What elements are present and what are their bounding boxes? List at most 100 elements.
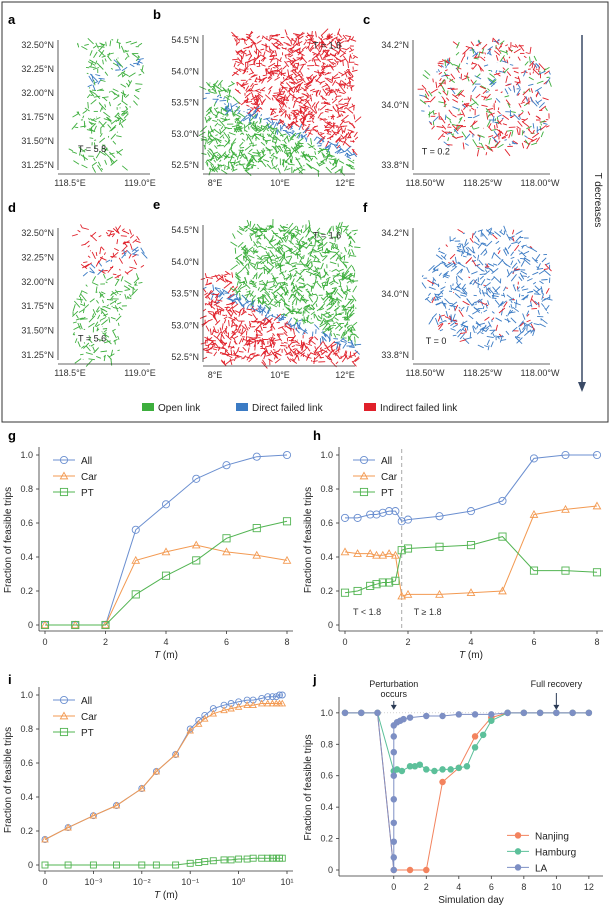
x-axis-label: T (m) xyxy=(459,650,483,661)
map-ytick-label: 31.25°N xyxy=(21,160,54,170)
data-point xyxy=(466,507,476,516)
panel-label-a: a xyxy=(8,12,16,27)
data-point xyxy=(222,534,231,543)
x-tick-label: 0 xyxy=(391,882,396,892)
panel-label-g: g xyxy=(8,428,16,443)
data-point xyxy=(64,823,72,831)
data-point xyxy=(529,566,539,575)
series-line xyxy=(345,712,589,871)
x-axis-label: T (m) xyxy=(154,650,178,661)
data-point xyxy=(252,452,261,461)
map-xtick-label: 118.00°W xyxy=(521,178,560,188)
x-tick-label: 10⁻² xyxy=(133,877,151,887)
data-point xyxy=(138,861,146,869)
map-b: 54.5°N 54.0°N 53.5°N 53.0°N 52.5°N 8°E 10°E 12°… xyxy=(153,7,362,188)
map-ytick-label: 31.75°N xyxy=(21,112,54,122)
data-point xyxy=(498,496,507,505)
map-e-axes: 54.5°N 54.0°N 53.5°N 53.0°N 52.5°N 8°E 10°E 12°… xyxy=(171,225,355,380)
data-point xyxy=(504,709,511,717)
data-point xyxy=(391,550,400,559)
map-ytick-label: 52.5°N xyxy=(171,352,199,362)
data-point xyxy=(234,702,243,710)
map-c: 34.2°N 34.0°N 33.8°N 118.50°W 118.25°W 118.00… xyxy=(363,12,560,188)
data-point xyxy=(466,541,476,550)
data-point xyxy=(341,709,349,717)
legend-label-car: Car xyxy=(81,712,98,723)
data-point xyxy=(390,733,398,740)
y-tick-label: 1.0 xyxy=(320,708,333,718)
map-xtick-label: 10°E xyxy=(270,178,290,188)
y-tick-label: 0.2 xyxy=(320,834,333,844)
data-point xyxy=(466,588,476,597)
data-point xyxy=(372,580,381,589)
data-point xyxy=(40,620,50,630)
data-point xyxy=(89,811,98,819)
series-hamburg xyxy=(341,709,593,775)
y-tick-label: 0 xyxy=(328,865,333,875)
legend-direct-failed: Direct failed link xyxy=(252,403,324,414)
map-t-value: T = 0 xyxy=(426,336,447,346)
map-ytick-label: 53.5°N xyxy=(171,98,199,108)
x-tick-label: 2 xyxy=(103,637,108,647)
annotation-arrowhead xyxy=(553,704,560,710)
chart-h: h 0 0.2 0.4 0.6 0.8 1.0 0 2 4 6 8 T (m) Fraction of f… xyxy=(303,428,603,661)
data-point xyxy=(59,727,69,737)
series-line xyxy=(44,703,283,840)
annotation-perturbation: occurs xyxy=(381,689,408,699)
data-point xyxy=(529,454,539,463)
y-tick-label: 1.0 xyxy=(20,450,33,460)
data-point xyxy=(366,510,375,519)
map-xtick-label: 8°E xyxy=(208,178,223,188)
y-tick-label: 0.8 xyxy=(20,484,33,494)
data-point xyxy=(222,547,231,556)
data-point xyxy=(249,854,257,862)
x-tick-label: 10¹ xyxy=(280,877,293,887)
data-point xyxy=(282,450,292,460)
map-xtick-label: 119.0°E xyxy=(124,178,155,188)
data-point xyxy=(209,709,218,717)
data-point xyxy=(227,856,235,864)
data-point xyxy=(192,474,201,483)
series-car xyxy=(340,501,602,600)
map-xtick-label: 118.25°W xyxy=(463,368,502,378)
legend-label-all: All xyxy=(381,456,392,467)
map-ytick-label: 54.5°N xyxy=(171,35,199,45)
panel-label-d: d xyxy=(8,200,16,215)
y-tick-label: 0 xyxy=(328,620,333,630)
data-point xyxy=(390,854,398,861)
data-point xyxy=(192,556,201,565)
x-tick-label: 6 xyxy=(531,637,536,647)
legend-h: All Car PT xyxy=(353,455,398,499)
data-point xyxy=(59,471,69,480)
series-car xyxy=(40,540,292,629)
x-tick-label: 6 xyxy=(489,882,494,892)
data-point xyxy=(378,508,387,517)
series-la xyxy=(341,709,593,874)
map-ytick-label: 54.5°N xyxy=(171,225,199,235)
y-axis-label: Fraction of feasible trips xyxy=(303,487,314,593)
data-point xyxy=(359,471,369,480)
map-a: 32.50°N 32.25°N 32.00°N 31.75°N 31.50°N 31.25… xyxy=(8,12,156,188)
series-line xyxy=(344,536,598,594)
series-pt xyxy=(340,532,602,597)
legend-swatch-indirect xyxy=(364,403,376,411)
x-tick-label: 10⁰ xyxy=(232,877,246,887)
data-point xyxy=(514,832,522,839)
x-tick-label: 12 xyxy=(584,882,594,892)
legend-label-la: LA xyxy=(535,863,548,874)
legend-indirect-failed: Indirect failed link xyxy=(380,403,458,414)
map-xtick-label: 118.5°E xyxy=(54,368,85,378)
legend-label-all: All xyxy=(81,456,92,467)
data-point xyxy=(227,704,235,712)
data-point xyxy=(131,555,141,564)
map-t-value: T = 0.2 xyxy=(422,147,450,157)
x-tick-label: 4 xyxy=(468,637,473,647)
map-xtick-label: 118.50°W xyxy=(406,368,445,378)
legend-label-pt: PT xyxy=(81,728,94,739)
data-point xyxy=(276,691,283,699)
data-point xyxy=(455,764,463,772)
t-decreases-arrow: T decreases xyxy=(578,35,603,392)
data-point xyxy=(191,540,201,549)
data-point xyxy=(278,854,286,862)
map-ytick-label: 32.25°N xyxy=(21,64,54,74)
